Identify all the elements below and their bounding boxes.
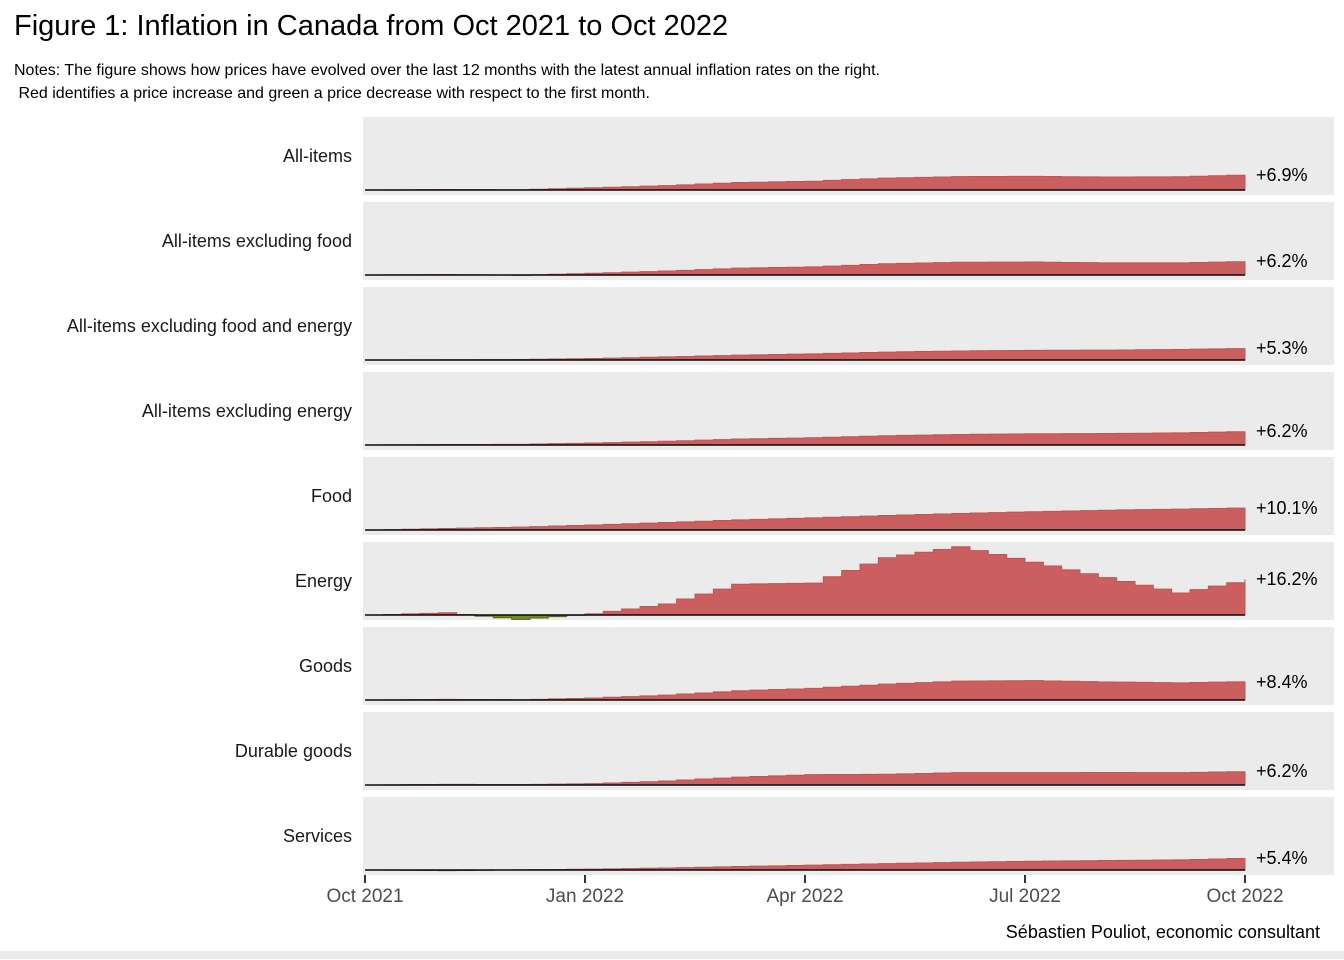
x-axis-tick — [804, 875, 806, 883]
area-price-increase — [365, 174, 1246, 191]
panel-plot-all-items — [363, 117, 1334, 195]
category-label-food: Food — [310, 485, 352, 506]
panel-row-food: Food +10.1% — [0, 457, 1344, 535]
panel-canvas — [365, 261, 1246, 276]
notes-line-2: Red identifies a price increase and gree… — [14, 85, 650, 102]
area-price-increase — [365, 261, 1246, 276]
panel-row-all-items-excluding-food: All-items excluding food +6.2% — [0, 202, 1344, 280]
panel-canvas — [365, 680, 1246, 701]
panel-canvas — [365, 546, 1246, 620]
x-axis-tick — [364, 875, 366, 883]
area-price-increase — [365, 680, 1246, 701]
panel-plot-all-items-excluding-energy — [363, 372, 1334, 450]
panel-canvas — [365, 507, 1246, 531]
x-axis-label-oct-2022: Oct 2022 — [1206, 886, 1284, 907]
panel-row-durable-goods: Durable goods +6.2% — [0, 712, 1344, 790]
horizontal-scrollbar-track[interactable] — [0, 951, 1344, 959]
area-price-increase — [365, 348, 1246, 361]
x-axis-label-jul-2022: Jul 2022 — [989, 886, 1061, 907]
panel-row-services: Services +5.4% — [0, 797, 1344, 875]
panel-row-all-items: All-items +6.9% — [0, 117, 1344, 195]
panel-canvas — [365, 771, 1246, 786]
panel-canvas — [365, 348, 1246, 361]
category-label-all-items-excluding-energy: All-items excluding energy — [141, 400, 352, 421]
annual-rate-label-all-items-excluding-energy: +6.2% — [1256, 421, 1308, 441]
category-label-all-items: All-items — [282, 145, 352, 166]
x-axis-label-apr-2022: Apr 2022 — [766, 886, 844, 907]
category-label-goods: Goods — [298, 655, 352, 676]
area-price-increase — [365, 431, 1246, 446]
area-price-increase — [365, 507, 1246, 531]
figure-title: Figure 1: Inflation in Canada from Oct 2… — [14, 10, 729, 42]
panel-canvas — [365, 858, 1246, 872]
x-axis-tick — [584, 875, 586, 883]
x-axis-tick — [1244, 875, 1246, 883]
panel-plot-services — [363, 797, 1334, 875]
figure-notes: Notes: The figure shows how prices have … — [14, 59, 1314, 105]
panel-row-all-items-excluding-energy: All-items excluding energy +6.2% — [0, 372, 1344, 450]
category-label-durable-goods: Durable goods — [234, 740, 352, 761]
panel-row-energy: Energy +16.2% — [0, 542, 1344, 620]
panel-plot-food — [363, 457, 1334, 535]
panel-canvas — [365, 431, 1246, 446]
area-price-increase — [365, 858, 1246, 871]
x-axis-label-oct-2021: Oct 2021 — [326, 886, 404, 907]
annual-rate-label-food: +10.1% — [1256, 498, 1318, 518]
x-axis-label-jan-2022: Jan 2022 — [545, 886, 625, 907]
category-label-all-items-excluding-food-and-energy: All-items excluding food and energy — [66, 315, 352, 336]
category-label-all-items-excluding-food: All-items excluding food — [161, 230, 352, 251]
panel-plot-goods — [363, 627, 1334, 705]
annual-rate-label-goods: +8.4% — [1256, 672, 1308, 692]
category-label-energy: Energy — [294, 570, 352, 591]
category-label-services: Services — [282, 825, 352, 846]
annual-rate-label-services: +5.4% — [1256, 848, 1308, 868]
annual-rate-label-all-items: +6.9% — [1256, 165, 1308, 185]
panel-plot-all-items-excluding-food-and-energy — [363, 287, 1334, 365]
area-price-increase — [365, 771, 1246, 786]
panel-plot-energy — [363, 542, 1334, 620]
annual-rate-label-all-items-excluding-food-and-energy: +5.3% — [1256, 338, 1308, 358]
panel-row-all-items-excluding-food-and-energy: All-items excluding food and energy +5.3% — [0, 287, 1344, 365]
area-price-increase — [365, 546, 1246, 616]
panel-row-goods: Goods +8.4% — [0, 627, 1344, 705]
panel-plot-durable-goods — [363, 712, 1334, 790]
annual-rate-label-all-items-excluding-food: +6.2% — [1256, 251, 1308, 271]
panel-plot-all-items-excluding-food — [363, 202, 1334, 280]
annual-rate-label-energy: +16.2% — [1256, 569, 1318, 589]
footer-credit: Sébastien Pouliot, economic consultant — [1005, 922, 1320, 942]
annual-rate-label-durable-goods: +6.2% — [1256, 761, 1308, 781]
notes-line-1: Notes: The figure shows how prices have … — [14, 62, 880, 79]
x-axis-tick — [1024, 875, 1026, 883]
panel-canvas — [365, 174, 1246, 191]
